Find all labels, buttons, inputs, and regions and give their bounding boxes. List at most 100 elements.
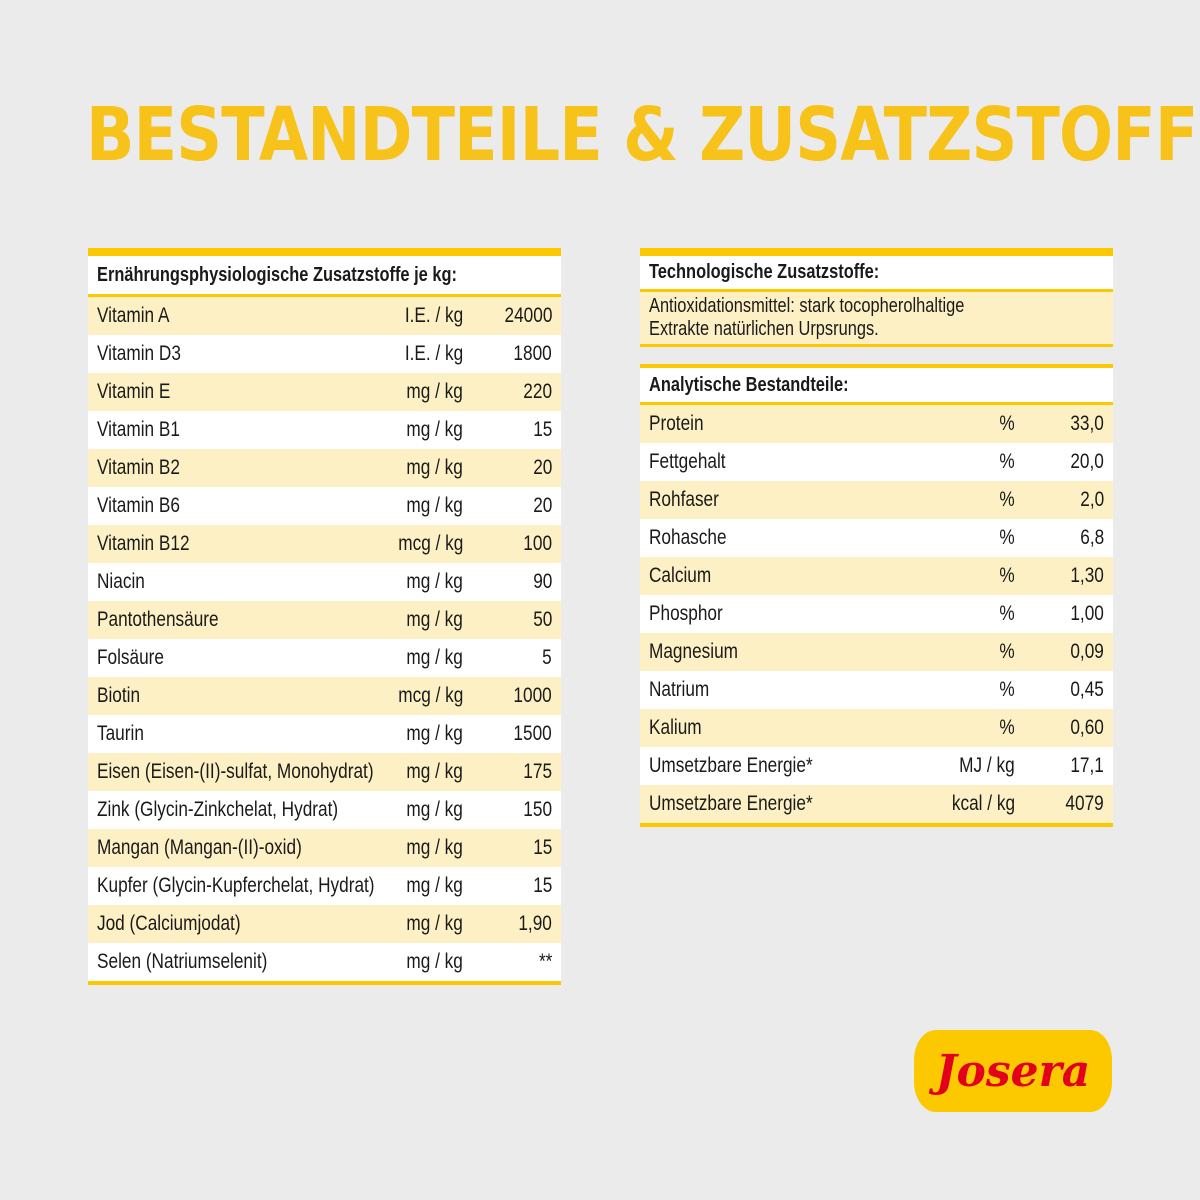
row-value: 0,45 (1070, 678, 1104, 701)
row-value: 1,90 (518, 912, 552, 935)
row-value: 100 (523, 532, 552, 555)
row-unit: mg / kg (406, 912, 463, 935)
row-name: Kupfer (Glycin-Kupferchelat, Hydrat) (97, 874, 375, 897)
row-value: 50 (532, 608, 552, 631)
row-name: Umsetzbare Energie* (649, 754, 813, 777)
row-name: Protein (649, 412, 704, 435)
row-name: Vitamin B1 (97, 418, 180, 441)
row-value: 0,60 (1070, 716, 1104, 739)
row-value: 175 (523, 760, 552, 783)
row-name: Kalium (649, 716, 702, 739)
row-value: 17,1 (1070, 754, 1104, 777)
row-value: 15 (532, 874, 552, 897)
row-unit: % (999, 678, 1015, 701)
row-name: Rohfaser (649, 488, 719, 511)
text-line: Extrakte natürlichen Urpsrungs. (649, 318, 879, 340)
table-row: Fettgehalt% 20,0 (640, 443, 1113, 481)
table-row: Eisen (Eisen-(II)-sulfat, Monohydrat) mg … (88, 753, 561, 791)
row-unit: % (999, 412, 1015, 435)
row-value: 90 (532, 570, 552, 593)
table-row: Zink (Glycin-Zinkchelat, Hydrat) mg / kg 1… (88, 791, 561, 829)
table-header-text: Ernährungsphysiologische Zusatzstoffe je… (97, 263, 457, 286)
row-unit: % (999, 488, 1015, 511)
logo-text: Josera (935, 1045, 1091, 1097)
row-unit: mcg / kg (397, 532, 463, 555)
row-value: 220 (523, 380, 552, 403)
row-unit: mg / kg (406, 380, 463, 403)
row-value: 6,8 (1080, 526, 1104, 549)
row-name: Umsetzbare Energie* (649, 792, 813, 815)
row-value: 1000 (513, 684, 552, 707)
row-unit: % (999, 526, 1015, 549)
row-value: 20 (532, 494, 552, 517)
table-row: Rohasche% 6,8 (640, 519, 1113, 557)
row-value: 1,30 (1070, 564, 1104, 587)
analytical-components-table: Analytische Bestandteile: Protein% 33,0 Fe… (640, 364, 1113, 827)
table-row: Phosphor% 1,00 (640, 595, 1113, 633)
table-row: Biotin mcg / kg 1000 (88, 677, 561, 715)
row-name: Magnesium (649, 640, 739, 663)
table-row: Vitamin B12 mcg / kg 100 (88, 525, 561, 563)
row-unit: mg / kg (406, 608, 463, 631)
nutritional-additives-table: Ernährungsphysiologische Zusatzstoffe je… (88, 248, 561, 985)
row-unit: % (999, 716, 1015, 739)
table-row: Kalium% 0,60 (640, 709, 1113, 747)
table-header-text: Technologische Zusatzstoffe: (649, 261, 880, 283)
row-unit: mcg / kg (397, 684, 463, 707)
row-value: 15 (532, 836, 552, 859)
table-row: Umsetzbare Energie* kcal / kg 4079 (640, 785, 1113, 823)
table-row: Protein% 33,0 (640, 405, 1113, 443)
row-value: 1800 (513, 342, 552, 365)
table-bottom-bar (640, 823, 1113, 827)
row-value: 150 (523, 798, 552, 821)
row-unit: kcal / kg (951, 792, 1015, 815)
row-unit: % (999, 640, 1015, 663)
table-row: Selen (Natriumselenit) mg / kg ** (88, 943, 561, 981)
row-unit: mg / kg (406, 760, 463, 783)
row-name: Natrium (649, 678, 710, 701)
row-value: 0,09 (1070, 640, 1104, 663)
row-value: 4079 (1065, 792, 1104, 815)
row-name: Vitamin B12 (97, 532, 190, 555)
page-title: Bestandteile & Zusatzstoffe (86, 92, 1200, 178)
row-value: 15 (532, 418, 552, 441)
row-value: ** (538, 950, 552, 973)
table-row: Vitamin B6 mg / kg 20 (88, 487, 561, 525)
row-value: 20,0 (1070, 450, 1104, 473)
row-value: 20 (532, 456, 552, 479)
row-name: Zink (Glycin-Zinkchelat, Hydrat) (97, 798, 339, 821)
table-header: Analytische Bestandteile: (640, 368, 1113, 405)
table-row: Vitamin B2 mg / kg 20 (88, 449, 561, 487)
row-unit: I.E. / kg (404, 304, 463, 327)
row-value: 1500 (513, 722, 552, 745)
row-value: 1,00 (1070, 602, 1104, 625)
row-name: Calcium (649, 564, 712, 587)
row-value: 2,0 (1080, 488, 1104, 511)
row-unit: % (999, 450, 1015, 473)
row-unit: I.E. / kg (404, 342, 463, 365)
table-row: Vitamin D3 I.E. / kg 1800 (88, 335, 561, 373)
row-unit: mg / kg (406, 874, 463, 897)
table-row: Vitamin E mg / kg 220 (88, 373, 561, 411)
row-value: 33,0 (1070, 412, 1104, 435)
row-unit: mg / kg (406, 418, 463, 441)
row-name: Niacin (97, 570, 145, 593)
row-unit: mg / kg (406, 950, 463, 973)
row-name: Vitamin D3 (97, 342, 181, 365)
row-unit: mg / kg (406, 798, 463, 821)
table-bottom-bar (88, 981, 561, 985)
row-name: Mangan (Mangan-(II)-oxid) (97, 836, 302, 859)
josera-logo: Josera (914, 1030, 1112, 1112)
text-line: Antioxidationsmittel: stark tocopherolha… (649, 295, 965, 317)
table-row: Pantothensäure mg / kg 50 (88, 601, 561, 639)
row-name: Fettgehalt (649, 450, 726, 473)
row-unit: % (999, 602, 1015, 625)
table-header-text: Analytische Bestandteile: (649, 373, 849, 396)
table-row: Natrium% 0,45 (640, 671, 1113, 709)
table-row: Magnesium% 0,09 (640, 633, 1113, 671)
table-row: Folsäure mg / kg 5 (88, 639, 561, 677)
row-name: Phosphor (649, 602, 723, 625)
table-row: Niacin mg / kg 90 (88, 563, 561, 601)
row-name: Vitamin A (97, 304, 170, 327)
row-name: Selen (Natriumselenit) (97, 950, 268, 973)
